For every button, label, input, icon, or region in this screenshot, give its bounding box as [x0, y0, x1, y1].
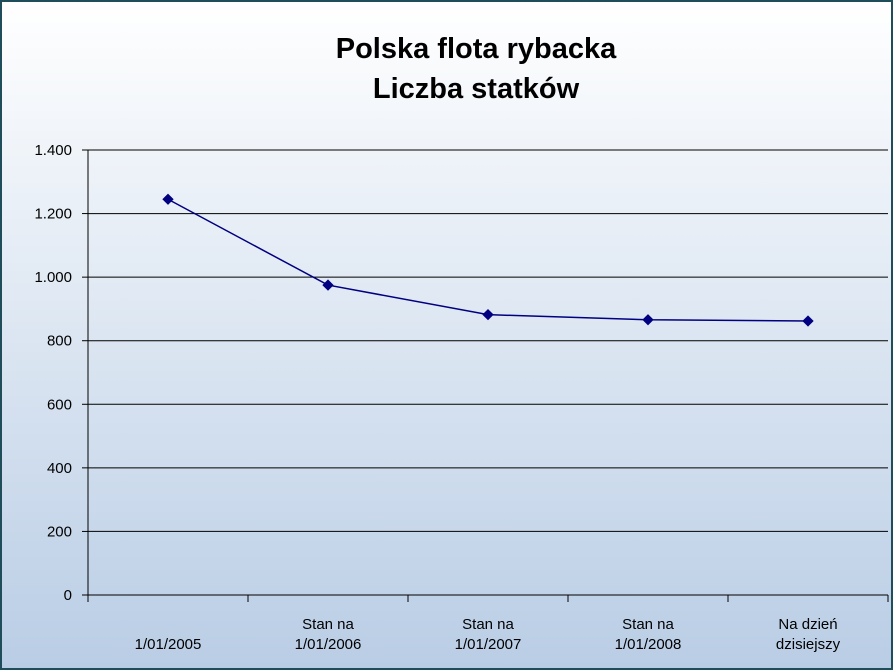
x-tick-label: Na dzień dzisiejszy	[776, 616, 841, 653]
x-tick-label: 1/01/2005	[135, 636, 202, 653]
point	[642, 314, 654, 326]
x-tick-label: Stan na 1/01/2007	[455, 616, 522, 653]
x-tick-label: Stan na 1/01/2008	[615, 616, 682, 653]
y-tick-label: 0	[64, 587, 72, 604]
y-tick-label: 1.000	[34, 269, 72, 286]
y-tick-label: 1.200	[34, 206, 72, 223]
point	[322, 279, 334, 291]
y-tick-label: 800	[47, 333, 72, 350]
point	[162, 193, 174, 205]
y-tick-label: 1.400	[34, 142, 72, 159]
chart-subtitle: Liczba statków	[373, 73, 580, 105]
x-tick-label: Stan na 1/01/2006	[295, 616, 362, 653]
y-tick-label: 400	[47, 460, 72, 477]
y-tick-label: 200	[47, 523, 72, 540]
point	[482, 308, 494, 321]
y-tick-label: 600	[47, 396, 72, 413]
point	[802, 315, 814, 327]
chart-title: Polska flota rybacka	[336, 33, 617, 65]
